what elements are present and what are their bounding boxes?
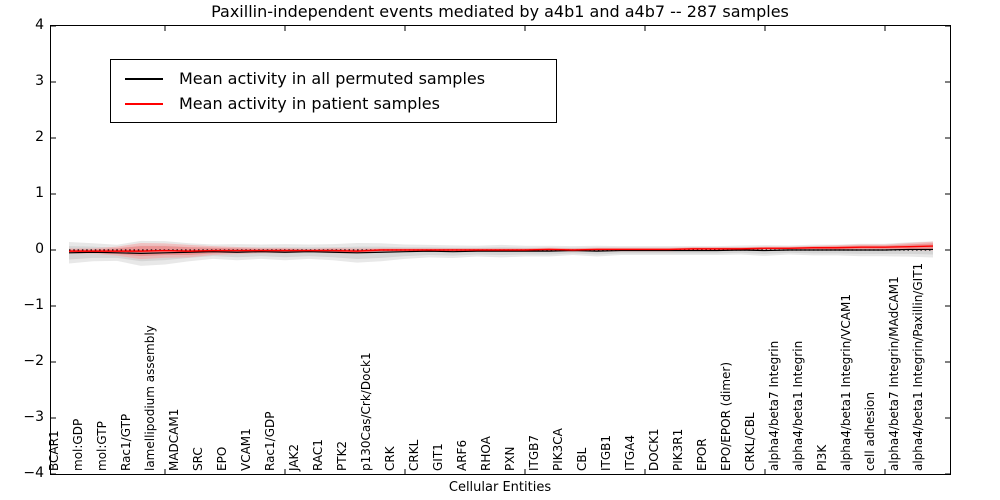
x-tick-label: alpha4/beta1 Integrin xyxy=(791,340,805,471)
x-tick-label: PIK3CA xyxy=(551,428,565,471)
y-tick-label: 3 xyxy=(35,73,44,89)
x-tick-label: BCAR1 xyxy=(47,430,61,471)
x-tick-label: RAC1 xyxy=(311,439,325,471)
y-tick-label: 0 xyxy=(35,241,44,257)
permuted-line-swatch xyxy=(125,77,163,80)
x-tick-label: cell adhesion xyxy=(863,392,877,471)
x-tick-label: CRK xyxy=(383,446,397,471)
x-tick-label: lamellipodium assembly xyxy=(143,325,157,471)
x-tick-label: alpha4/beta1 Integrin/Paxillin/GIT1 xyxy=(911,262,925,471)
x-tick-label: PTK2 xyxy=(335,440,349,471)
legend-item-permuted: Mean activity in all permuted samples xyxy=(111,69,556,88)
x-tick-label: EPO/EPOR (dimer) xyxy=(719,361,733,471)
permuted-mean-line xyxy=(68,248,933,254)
x-tick-label: alpha4/beta1 Integrin/VCAM1 xyxy=(839,294,853,471)
x-axis-label: Cellular Entities xyxy=(448,480,552,495)
x-tick-label: Rac1/GTP xyxy=(119,413,133,471)
x-tick-label: ITGB1 xyxy=(599,434,613,471)
x-tick-label: DOCK1 xyxy=(647,428,661,471)
x-tick-label: mol:GDP xyxy=(71,418,85,471)
patient-mean-line xyxy=(69,245,934,252)
x-tick-label: ITGB7 xyxy=(527,434,541,471)
y-tick-label: −1 xyxy=(23,297,44,313)
x-tick-label: alpha4/beta7 Integrin/MAdCAM1 xyxy=(887,276,901,471)
x-tick-label: alpha4/beta7 Integrin xyxy=(767,340,781,471)
x-tick-label: MADCAM1 xyxy=(167,408,181,471)
x-tick-label: VCAM1 xyxy=(239,428,253,471)
x-tick-label: CRKL xyxy=(407,439,421,471)
x-tick-label: EPOR xyxy=(695,438,709,471)
x-tick-label: PI3K xyxy=(815,444,829,471)
x-tick-label: EPO xyxy=(215,446,229,471)
x-tick-label: mol:GTP xyxy=(95,421,109,471)
x-tick-label: SRC xyxy=(191,447,205,471)
x-tick-label: CBL xyxy=(575,447,589,471)
y-tick-label: −3 xyxy=(23,409,44,425)
y-axis-label: Inferred Activity xyxy=(0,197,1,301)
x-tick-label: PIK3R1 xyxy=(671,428,685,471)
x-tick-label: CRKL/CBL xyxy=(743,412,757,471)
plot-area: Mean activity in all permuted samples Me… xyxy=(50,25,951,475)
y-tick-label: 4 xyxy=(35,17,44,33)
y-tick-label: 1 xyxy=(35,185,44,201)
chart-title: Paxillin-independent events mediated by … xyxy=(211,2,789,21)
x-tick-label: p130Cas/Crk/Dock1 xyxy=(359,352,373,471)
legend-label-permuted: Mean activity in all permuted samples xyxy=(179,69,486,88)
x-tick-label: ITGA4 xyxy=(623,434,637,471)
legend: Mean activity in all permuted samples Me… xyxy=(110,59,557,123)
y-tick-label: −4 xyxy=(23,465,44,481)
legend-label-patient: Mean activity in patient samples xyxy=(179,94,440,113)
y-tick-label: −2 xyxy=(23,353,44,369)
x-tick-label: GIT1 xyxy=(431,443,445,471)
plot-canvas xyxy=(51,26,950,474)
x-tick-label: PXN xyxy=(503,446,517,471)
x-tick-label: RHOA xyxy=(479,436,493,471)
patient-line-swatch xyxy=(125,102,163,105)
x-tick-label: Rac1/GDP xyxy=(263,411,277,471)
x-tick-label: ARF6 xyxy=(455,439,469,471)
y-tick-label: 2 xyxy=(35,129,44,145)
x-tick-label: JAK2 xyxy=(287,443,301,471)
legend-item-patient: Mean activity in patient samples xyxy=(111,94,556,113)
